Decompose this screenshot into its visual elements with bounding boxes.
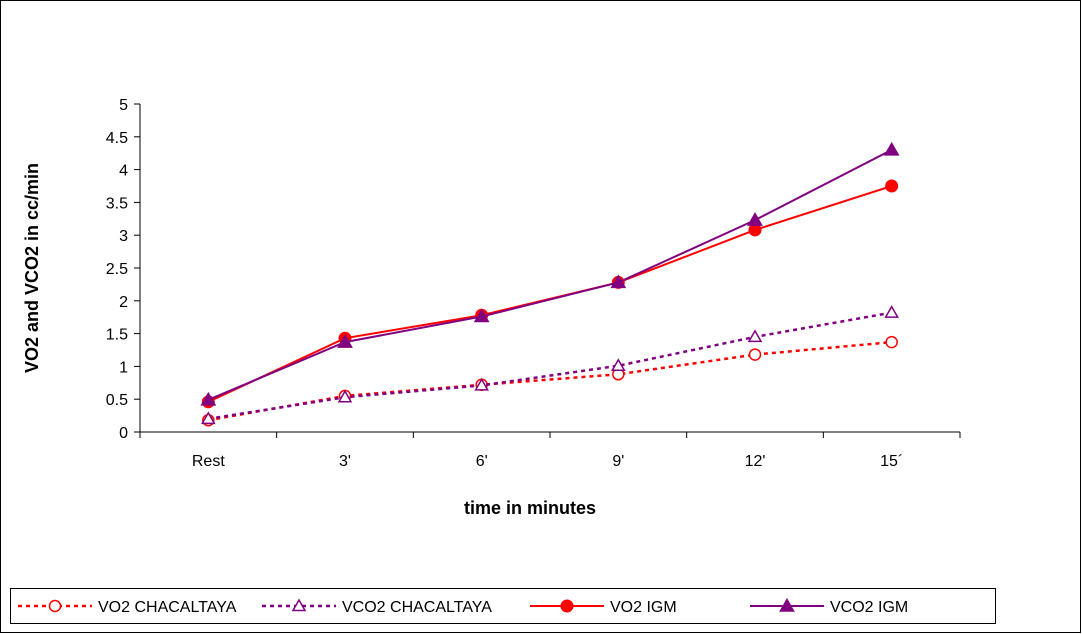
legend-label: VO2 CHACALTAYA — [98, 599, 237, 616]
data-point — [473, 308, 490, 323]
y-tick-label: 4.5 — [106, 130, 128, 147]
data-point — [748, 348, 762, 361]
y-tick-label: 3 — [119, 228, 128, 245]
y-tick-label: 2.5 — [106, 261, 128, 278]
data-point — [747, 212, 763, 226]
y-tick-label: 0 — [119, 425, 128, 442]
legend: VO2 CHACALTAYA VCO2 CHACALTAYA VO2 IGM VCO2… — [10, 588, 996, 624]
series-line — [207, 149, 893, 401]
series-3 — [200, 141, 900, 406]
x-axis-title: time in minutes — [464, 498, 596, 518]
x-tick-label: 6' — [476, 453, 488, 470]
data-point — [474, 377, 489, 391]
legend-marker — [560, 599, 574, 613]
y-tick-label: 1.5 — [106, 327, 128, 344]
x-tick-label: 9' — [612, 453, 624, 470]
legend-marker — [779, 597, 795, 612]
y-tick-label: 5 — [119, 97, 128, 114]
legend-label: VO2 IGM — [610, 599, 677, 616]
legend-box — [10, 588, 996, 624]
legend-marker — [291, 598, 307, 612]
series-line — [208, 311, 892, 421]
x-tick-label: 15´ — [880, 453, 903, 470]
legend-entry: VO2 IGM — [530, 599, 677, 616]
data-point — [611, 358, 626, 371]
data-point — [337, 389, 353, 403]
legend-entry: VO2 CHACALTAYA — [18, 599, 237, 616]
plot-area: 0 0.5 1 1.5 2 2.5 3 3.5 4 4.5 5 Rest 3' 6' 9' 12' 15´ — [106, 97, 961, 470]
legend-label: VCO2 CHACALTAYA — [342, 599, 492, 616]
y-tick-label: 1 — [119, 359, 128, 376]
legend-entry: VCO2 CHACALTAYA — [262, 598, 492, 616]
legend-marker — [48, 599, 62, 613]
y-tick-label: 0.5 — [106, 392, 128, 409]
y-tick-label: 3.5 — [106, 195, 128, 212]
data-point — [883, 141, 900, 156]
y-tick-label: 2 — [119, 294, 128, 311]
data-point — [201, 411, 216, 425]
y-tick-label: 4 — [119, 163, 128, 180]
series-1 — [201, 305, 899, 425]
y-axis-title: VO2 and VCO2 in cc/min — [22, 163, 42, 373]
data-point — [747, 329, 763, 343]
data-point — [884, 305, 899, 318]
data-point — [885, 179, 899, 193]
x-tick-label: 12' — [745, 453, 766, 470]
legend-entry: VCO2 IGM — [750, 597, 908, 616]
legend-label: VCO2 IGM — [830, 599, 908, 616]
data-point — [337, 334, 353, 348]
x-tick-label: Rest — [192, 453, 225, 470]
data-point — [610, 274, 627, 289]
x-tick-label: 3' — [339, 453, 351, 470]
data-point — [885, 335, 898, 349]
data-point — [200, 391, 217, 406]
